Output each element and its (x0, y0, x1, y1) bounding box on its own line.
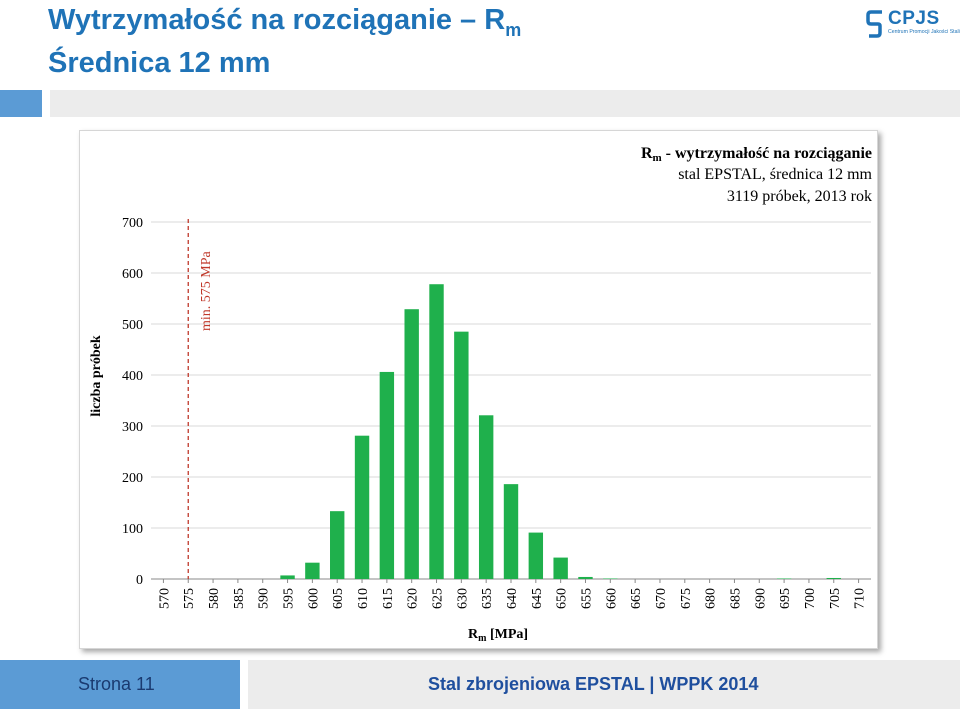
logo: CPJS Centrum Promocji Jakości Stali (866, 8, 960, 42)
x-tick-label: 660 (604, 588, 619, 609)
chart-title-line2: stal EPSTAL, średnica 12 mm (678, 166, 872, 183)
bar (354, 435, 370, 579)
bar (826, 577, 841, 579)
x-tick-label: 615 (381, 588, 396, 609)
bar (553, 557, 568, 579)
x-tick-label: 645 (530, 588, 545, 609)
x-tick-label: 695 (778, 588, 793, 609)
y-axis-label: liczba próbek (89, 335, 104, 416)
footer-bar (248, 660, 960, 709)
y-tick-label: 100 (122, 522, 143, 537)
bar (379, 371, 395, 579)
x-tick-label: 630 (455, 588, 470, 609)
bar (429, 284, 444, 579)
x-axis-label: Rm [MPa] (468, 627, 528, 644)
logo-name: CPJS (888, 8, 940, 29)
x-tick-label: 595 (282, 588, 297, 609)
y-tick-label: 600 (122, 267, 143, 282)
bar (578, 576, 593, 579)
x-tick-label: 625 (431, 588, 446, 609)
footer-page-box (0, 660, 240, 709)
bar (454, 331, 469, 579)
bar (603, 578, 618, 579)
logo-icon (866, 10, 882, 38)
x-tick-label: 670 (654, 588, 669, 609)
chart-title-line1: Rm - wytrzymałość na rozciąganie (641, 145, 872, 164)
x-tick-label: 575 (182, 588, 197, 609)
bar (280, 575, 295, 579)
x-tick-label: 710 (853, 588, 868, 609)
x-tick-label: 675 (679, 588, 694, 609)
header-accent-box (0, 90, 42, 117)
min-threshold-label: min. 575 MPa (199, 250, 214, 331)
x-tick-label: 650 (555, 588, 570, 609)
bar (478, 415, 494, 579)
y-tick-label: 200 (122, 471, 143, 486)
logo-subtext: Centrum Promocji Jakości Stali (888, 29, 960, 35)
x-tick-label: 685 (728, 588, 743, 609)
bar (330, 511, 345, 579)
header-divider-bar (50, 90, 960, 117)
x-tick-label: 705 (828, 588, 843, 609)
chart-title-line3: 3119 próbek, 2013 rok (727, 188, 872, 205)
bar (528, 532, 544, 579)
x-tick-label: 635 (480, 588, 495, 609)
slide-title: Wytrzymałość na rozciąganie – Rm Średnic… (48, 4, 521, 80)
x-tick-label: 640 (505, 588, 520, 609)
x-tick-label: 610 (356, 588, 371, 609)
slide-title-line1: Wytrzymałość na rozciąganie – Rm (48, 4, 522, 40)
bar (776, 578, 792, 579)
y-tick-label: 0 (136, 573, 143, 588)
bar (305, 562, 320, 579)
y-tick-label: 300 (122, 420, 143, 435)
x-tick-label: 590 (257, 588, 272, 609)
histogram-chart: 0 100 200 300 400 500 600 700 570 575 580 585 590 59… (89, 145, 873, 644)
x-tick-label: 620 (406, 588, 421, 609)
x-tick-label: 665 (629, 588, 644, 609)
x-tick-label: 680 (704, 588, 719, 609)
bar (503, 484, 519, 579)
y-tick-label: 700 (122, 216, 143, 231)
x-tick-label: 570 (157, 588, 172, 609)
x-tick-label: 605 (331, 588, 346, 609)
footer-caption: Stal zbrojeniowa EPSTAL | WPPK 2014 (428, 674, 759, 694)
page-number: Strona 11 (78, 674, 155, 694)
bar (404, 309, 419, 579)
slide-title-line2: Średnica 12 mm (48, 46, 271, 79)
x-tick-label: 690 (753, 588, 768, 609)
x-tick-label: 655 (579, 588, 594, 609)
y-tick-label: 500 (122, 318, 143, 333)
x-tick-label: 580 (207, 588, 222, 609)
x-tick-label: 700 (803, 588, 818, 609)
x-tick-label: 600 (306, 588, 321, 609)
chart-title: Rm - wytrzymałość na rozciąganie stal EP… (641, 145, 873, 205)
x-tick-label: 585 (232, 588, 247, 609)
y-tick-label: 400 (122, 369, 143, 384)
chart-area: 0 100 200 300 400 500 600 700 570 575 580 585 590 59… (79, 130, 878, 649)
